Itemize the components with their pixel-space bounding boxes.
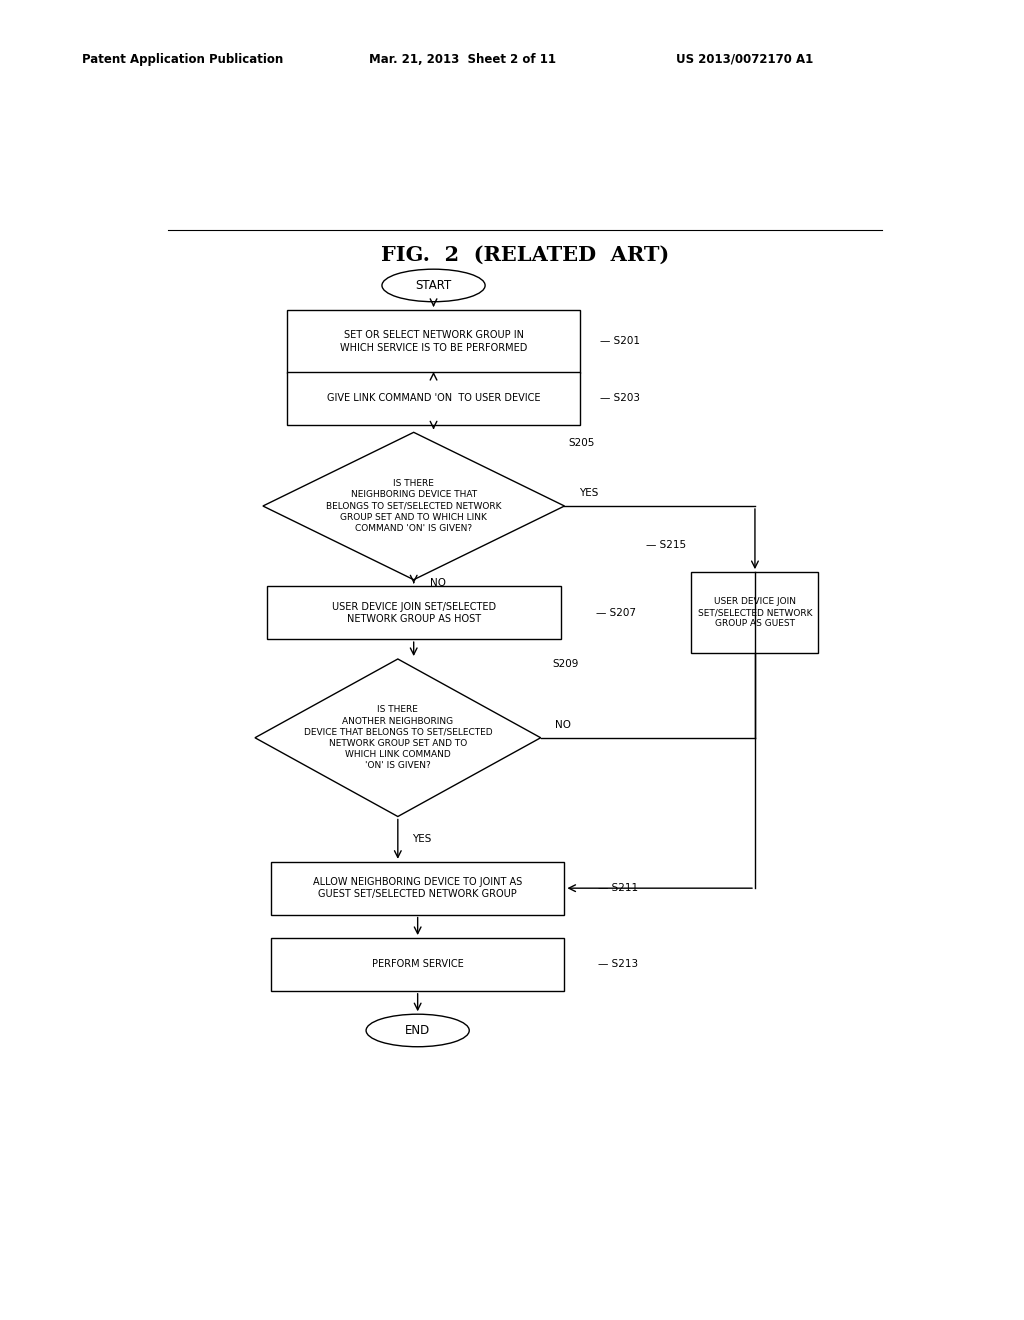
Text: END: END <box>406 1024 430 1038</box>
Text: YES: YES <box>412 834 431 843</box>
Text: Mar. 21, 2013  Sheet 2 of 11: Mar. 21, 2013 Sheet 2 of 11 <box>369 53 556 66</box>
Text: — S215: — S215 <box>646 540 686 549</box>
Text: — S201: — S201 <box>600 337 640 346</box>
Text: USER DEVICE JOIN SET/SELECTED
NETWORK GROUP AS HOST: USER DEVICE JOIN SET/SELECTED NETWORK GR… <box>332 602 496 624</box>
Text: S209: S209 <box>553 659 579 668</box>
Text: — S213: — S213 <box>598 960 638 969</box>
Text: S205: S205 <box>568 438 595 447</box>
FancyBboxPatch shape <box>287 310 581 372</box>
FancyBboxPatch shape <box>270 862 564 915</box>
FancyBboxPatch shape <box>267 586 560 639</box>
Polygon shape <box>263 433 564 579</box>
Text: Patent Application Publication: Patent Application Publication <box>82 53 284 66</box>
Text: — S203: — S203 <box>600 393 640 404</box>
Text: NO: NO <box>430 578 445 587</box>
Text: — S211: — S211 <box>598 883 638 894</box>
FancyBboxPatch shape <box>270 939 564 991</box>
Text: PERFORM SERVICE: PERFORM SERVICE <box>372 960 464 969</box>
Text: NO: NO <box>555 719 571 730</box>
Text: GIVE LINK COMMAND 'ON  TO USER DEVICE: GIVE LINK COMMAND 'ON TO USER DEVICE <box>327 393 541 404</box>
Text: YES: YES <box>579 488 598 498</box>
Text: SET OR SELECT NETWORK GROUP IN
WHICH SERVICE IS TO BE PERFORMED: SET OR SELECT NETWORK GROUP IN WHICH SER… <box>340 330 527 352</box>
Ellipse shape <box>382 269 485 302</box>
Text: ALLOW NEIGHBORING DEVICE TO JOINT AS
GUEST SET/SELECTED NETWORK GROUP: ALLOW NEIGHBORING DEVICE TO JOINT AS GUE… <box>313 876 522 899</box>
FancyBboxPatch shape <box>287 372 581 425</box>
Text: — S207: — S207 <box>596 607 636 618</box>
Text: FIG.  2  (RELATED  ART): FIG. 2 (RELATED ART) <box>381 246 669 265</box>
Text: START: START <box>416 279 452 292</box>
Text: IS THERE
ANOTHER NEIGHBORING
DEVICE THAT BELONGS TO SET/SELECTED
NETWORK GROUP S: IS THERE ANOTHER NEIGHBORING DEVICE THAT… <box>303 705 493 770</box>
Ellipse shape <box>367 1014 469 1047</box>
FancyBboxPatch shape <box>691 572 818 653</box>
Polygon shape <box>255 659 541 817</box>
Text: USER DEVICE JOIN
SET/SELECTED NETWORK
GROUP AS GUEST: USER DEVICE JOIN SET/SELECTED NETWORK GR… <box>697 597 812 628</box>
Text: US 2013/0072170 A1: US 2013/0072170 A1 <box>676 53 813 66</box>
Text: IS THERE
NEIGHBORING DEVICE THAT
BELONGS TO SET/SELECTED NETWORK
GROUP SET AND T: IS THERE NEIGHBORING DEVICE THAT BELONGS… <box>326 479 502 533</box>
